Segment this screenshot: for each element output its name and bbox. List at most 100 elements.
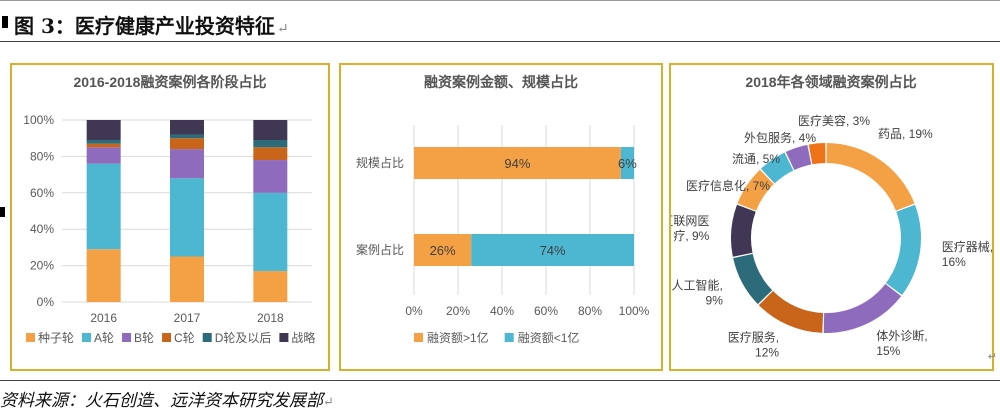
y-tick-label: 案例占比 — [356, 242, 404, 257]
donut-slice — [737, 169, 774, 211]
figure-title-wrap: 图 3：医疗健康产业投资特征 ↵ — [14, 10, 289, 39]
x-tick-label: 0% — [405, 304, 423, 318]
x-tick-label: 60% — [534, 304, 558, 318]
slice-label: 互联网医疗, 9% — [671, 214, 710, 243]
legend-label: 融资额>1亿 — [427, 330, 489, 345]
y-tick-label: 80% — [30, 149, 54, 163]
legend-label: 融资额<1亿 — [518, 330, 580, 345]
slice-label-line: 体外诊断, — [876, 328, 927, 343]
amount-horizontal-bar-chart: 融资案例金额、规模占比 0% 20% 40% 60% 80% 100% 规模占比 94% 6% 案例… — [356, 74, 650, 345]
bar-segment — [253, 147, 288, 161]
chart-title: 2018年各领域融资案例占比 — [745, 74, 916, 90]
slice-label: 流通, 5% — [732, 152, 780, 166]
data-label: 26% — [430, 243, 456, 258]
bar-segment — [170, 256, 204, 302]
donut-slice — [731, 204, 756, 257]
bar-segment — [414, 234, 472, 266]
slice-label-line: 12% — [755, 346, 779, 360]
legend-swatch — [414, 333, 423, 342]
bar-segment — [253, 192, 288, 272]
bar-segment — [170, 149, 204, 179]
x-tick-label: 2018 — [257, 311, 284, 325]
x-tick-label: 2016 — [90, 311, 117, 325]
legend-label: 战略 — [291, 330, 315, 345]
bar-segment — [253, 271, 288, 302]
bar-segment — [86, 140, 121, 144]
slice-label: 体外诊断, 15% — [876, 328, 927, 358]
x-tick-label: 2017 — [174, 311, 201, 325]
legend-swatch — [279, 333, 289, 342]
slice-label-line: 15% — [876, 344, 900, 358]
y-tick-label: 60% — [30, 186, 54, 200]
y-tick-label: 0% — [37, 295, 55, 309]
x-tick-label: 80% — [578, 304, 602, 318]
bar-segment — [170, 134, 204, 139]
legend-swatch — [82, 333, 92, 342]
y-tick-label: 规模占比 — [356, 155, 404, 170]
slice-label: 医疗器械, 16% — [942, 239, 992, 269]
bar-segment — [253, 120, 288, 141]
slice-label: 药品, 19% — [878, 127, 933, 141]
bar-segment — [620, 147, 634, 179]
legend-label: B轮 — [134, 331, 154, 345]
slice-label-line: 医疗服务, — [728, 330, 779, 345]
x-tick-label: 100% — [619, 304, 650, 318]
header-rule — [0, 41, 1000, 42]
chart-title: 2016-2018融资案例各阶段占比 — [74, 74, 267, 90]
bar-segment — [253, 140, 288, 148]
chart-title: 融资案例金额、规模占比 — [424, 74, 578, 90]
source-return-mark-icon: ↵ — [323, 395, 334, 410]
return-mark-icon: ↵ — [276, 21, 289, 37]
header-square-marker — [2, 16, 8, 28]
donut-slice — [733, 253, 773, 305]
donut-slice — [826, 143, 915, 211]
bar-segment — [86, 249, 121, 302]
slice-label-line: 医疗美容, 3% — [798, 113, 870, 128]
legend-swatch — [26, 333, 35, 342]
bar-segment — [253, 160, 288, 193]
stage-stacked-bar-chart: 2016-2018融资案例各阶段占比 0% 20% 40% 60% 80% 100% 2016… — [23, 74, 315, 345]
side-square-marker — [0, 207, 5, 217]
corner-return-mark-icon: ↵ — [987, 350, 997, 363]
slice-label-line: 医疗信息化, 7% — [686, 178, 770, 193]
figure-header: 图 3：医疗健康产业投资特征 ↵ — [0, 6, 1000, 40]
footer-rule — [0, 380, 1000, 381]
bar-segment — [86, 147, 121, 164]
donut-slice — [785, 144, 812, 171]
bar-segment — [471, 234, 634, 266]
donut-slice — [808, 143, 826, 165]
donut-slice — [823, 283, 902, 333]
y-tick-label: 40% — [30, 222, 54, 236]
x-tick-label: 20% — [446, 304, 470, 318]
source-note-wrap: 资料来源：火石创造、远洋资本研究发展部↵ — [0, 386, 334, 411]
slice-label-line: 9% — [706, 294, 724, 308]
x-tick-label: 40% — [490, 304, 514, 318]
bar-segment — [414, 147, 621, 179]
slice-label: 人工智能, 9% — [672, 278, 724, 308]
data-label: 74% — [540, 243, 566, 258]
legend-swatch — [504, 333, 514, 342]
donut-slice — [760, 152, 794, 184]
data-label: 6% — [618, 156, 637, 171]
legend-label: D轮及以后 — [215, 331, 272, 345]
top-rule — [0, 0, 1000, 1]
y-tick-label: 100% — [23, 113, 54, 127]
slice-label-line: 药品, 19% — [878, 127, 933, 141]
source-note: 资料来源：火石创造、远洋资本研究发展部 — [0, 391, 323, 411]
legend-label: C轮 — [174, 331, 195, 345]
legend-swatch — [202, 333, 212, 342]
y-tick-label: 20% — [30, 259, 54, 273]
slice-label: 外包服务, 4% — [744, 130, 816, 145]
donut-slice — [758, 291, 824, 333]
bar-segment — [170, 178, 204, 257]
legend-swatch — [122, 333, 132, 342]
data-label: 94% — [504, 156, 530, 171]
bar-segment — [170, 138, 204, 150]
bar-segment — [170, 120, 204, 135]
donut-slice — [886, 204, 921, 295]
slice-label: 医疗美容, 3% — [798, 113, 870, 128]
slice-label-line: 互联网医 — [671, 214, 709, 228]
legend-label: 种子轮 — [38, 331, 74, 345]
bar-segment — [86, 163, 121, 250]
